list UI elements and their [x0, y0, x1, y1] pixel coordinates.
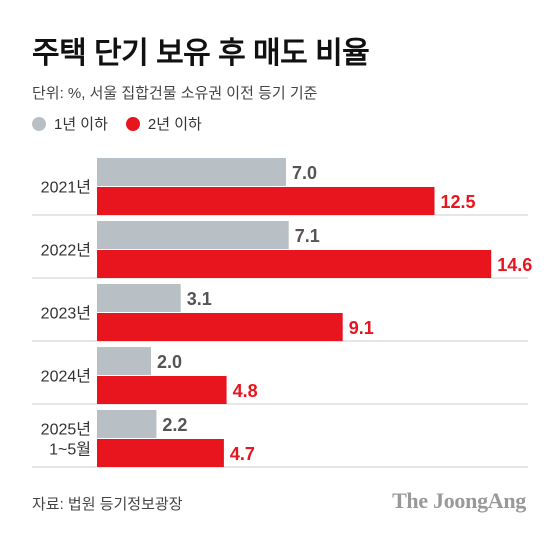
bar-series1	[97, 284, 181, 312]
source-note: 자료: 법원 등기정보광장	[32, 496, 183, 513]
data-label-series2: 4.7	[230, 444, 255, 464]
bar-series2	[97, 376, 227, 404]
legend: 1년 이하 2년 이하	[32, 113, 202, 134]
chart-title: 주택 단기 보유 후 매도 비율	[32, 37, 370, 70]
bar-series2	[97, 250, 492, 278]
bar-series1	[97, 158, 286, 186]
legend-swatch-series1	[32, 116, 46, 131]
data-label-series2: 9.1	[349, 318, 374, 338]
legend-item-series1: 1년 이하	[32, 113, 108, 134]
data-label-series1: 2.2	[162, 415, 187, 435]
category-label: 1~5월	[49, 441, 91, 459]
brand-logo: The JoongAng	[392, 488, 526, 513]
bar-series2	[97, 187, 435, 215]
data-label-series1: 7.0	[292, 163, 317, 183]
data-label-series2: 4.8	[233, 381, 258, 401]
legend-item-series2: 2년 이하	[125, 113, 202, 134]
category-label: 2025년	[41, 421, 91, 439]
data-label-series1: 3.1	[187, 289, 212, 309]
bar-series1	[97, 221, 289, 249]
data-label-series2: 12.5	[441, 192, 476, 212]
category-label: 2024년	[41, 368, 91, 386]
legend-swatch-series2	[125, 116, 140, 131]
bar-series1	[97, 347, 151, 375]
data-label-series2: 14.6	[497, 255, 532, 275]
legend-label-series2: 2년 이하	[147, 116, 202, 133]
legend-label-series1: 1년 이하	[54, 116, 108, 133]
category-label: 2023년	[41, 305, 91, 323]
bar-series2	[97, 313, 343, 341]
bar-series1	[97, 410, 157, 438]
data-label-series1: 2.0	[157, 352, 182, 372]
bar-series2	[97, 439, 224, 467]
data-label-series1: 7.1	[295, 226, 320, 246]
category-label: 2022년	[41, 242, 91, 260]
chart-subtitle: 단위: %, 서울 집합건물 소유권 이전 등기 기준	[32, 85, 318, 102]
category-label: 2021년	[41, 179, 91, 197]
